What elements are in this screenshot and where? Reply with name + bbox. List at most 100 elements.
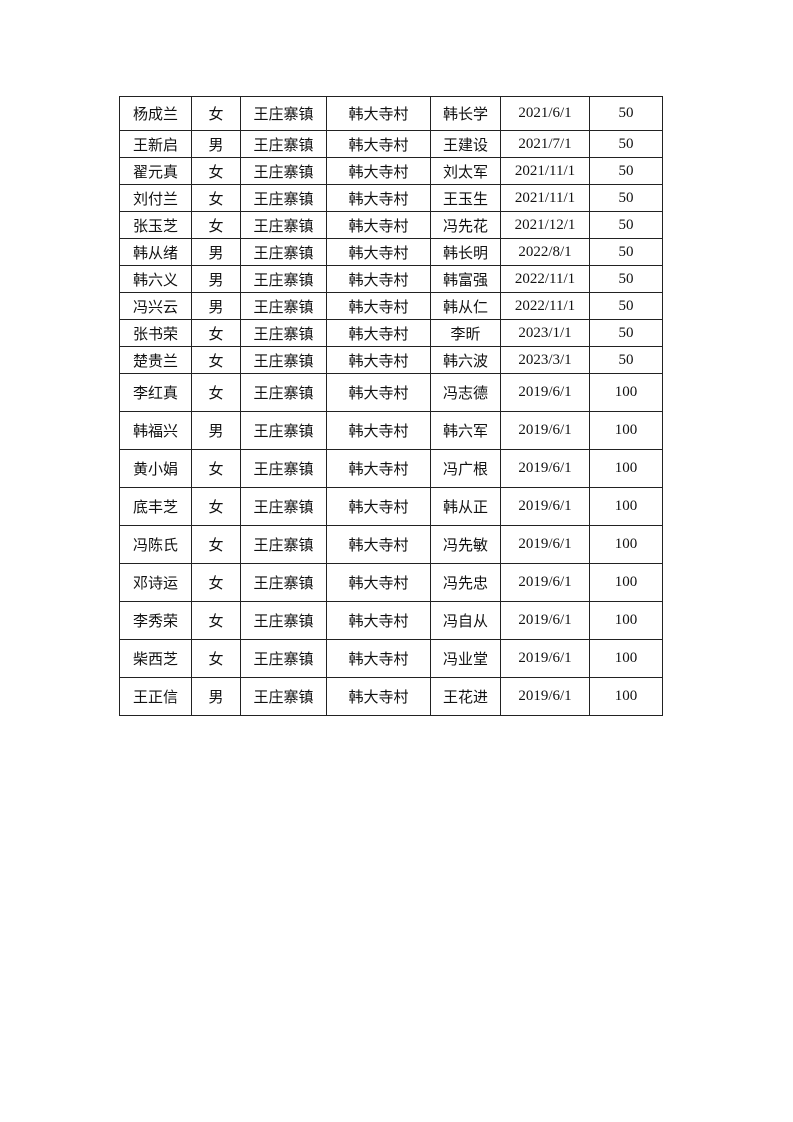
contact-cell: 王玉生: [430, 184, 501, 212]
contact-cell: 韩六波: [430, 346, 501, 374]
name-cell: 王正信: [119, 677, 192, 716]
town-cell: 王庄寨镇: [240, 346, 327, 374]
amount-cell: 100: [589, 563, 663, 602]
date-cell: 2022/8/1: [500, 238, 590, 266]
table-row: 韩福兴男王庄寨镇 韩大寺村 韩六军 2019/6/1 100: [119, 411, 663, 450]
town-cell: 王庄寨镇: [240, 157, 327, 185]
date-cell: 2019/6/1: [500, 639, 590, 678]
table-row: 王新启男王庄寨镇 韩大寺村 王建设 2021/7/1 50: [119, 130, 663, 158]
town-cell: 王庄寨镇: [240, 319, 327, 347]
contact-cell: 冯先花: [430, 211, 501, 239]
gender-cell: 女: [191, 96, 241, 131]
date-cell: 2021/12/1: [500, 211, 590, 239]
town-cell: 王庄寨镇: [240, 563, 327, 602]
date-cell: 2019/6/1: [500, 563, 590, 602]
village-cell: 韩大寺村: [326, 96, 431, 131]
name-cell: 柴西芝: [119, 639, 192, 678]
gender-cell: 女: [191, 639, 241, 678]
town-cell: 王庄寨镇: [240, 677, 327, 716]
amount-cell: 100: [589, 601, 663, 640]
name-cell: 楚贵兰: [119, 346, 192, 374]
name-cell: 杨成兰: [119, 96, 192, 131]
date-cell: 2023/1/1: [500, 319, 590, 347]
date-cell: 2019/6/1: [500, 525, 590, 564]
amount-cell: 50: [589, 157, 663, 185]
village-cell: 韩大寺村: [326, 677, 431, 716]
contact-cell: 韩六军: [430, 411, 501, 450]
date-cell: 2021/11/1: [500, 157, 590, 185]
table-row: 韩从绪男王庄寨镇 韩大寺村 韩长明 2022/8/1 50: [119, 238, 663, 266]
amount-cell: 100: [589, 639, 663, 678]
name-cell: 冯兴云: [119, 292, 192, 320]
gender-cell: 男: [191, 677, 241, 716]
amount-cell: 50: [589, 319, 663, 347]
name-cell: 邓诗运: [119, 563, 192, 602]
table-row: 张玉芝女王庄寨镇 韩大寺村 冯先花 2021/12/1 50: [119, 211, 663, 239]
table-row: 张书荣女王庄寨镇 韩大寺村 李昕 2023/1/1 50: [119, 319, 663, 347]
gender-cell: 女: [191, 373, 241, 412]
name-cell: 韩福兴: [119, 411, 192, 450]
town-cell: 王庄寨镇: [240, 96, 327, 131]
village-cell: 韩大寺村: [326, 449, 431, 488]
name-cell: 韩从绪: [119, 238, 192, 266]
data-table: 杨成兰女王庄寨镇 韩大寺村 韩长学 2021/6/1 50 王新启男王庄寨镇 韩大寺村 王建设…: [119, 96, 663, 716]
town-cell: 王庄寨镇: [240, 487, 327, 526]
table-row: 冯陈氏女王庄寨镇 韩大寺村 冯先敏 2019/6/1 100: [119, 525, 663, 564]
town-cell: 王庄寨镇: [240, 411, 327, 450]
amount-cell: 50: [589, 96, 663, 131]
amount-cell: 100: [589, 677, 663, 716]
table-row: 翟元真女王庄寨镇 韩大寺村 刘太军 2021/11/1 50: [119, 157, 663, 185]
contact-cell: 冯先忠: [430, 563, 501, 602]
amount-cell: 100: [589, 411, 663, 450]
name-cell: 张书荣: [119, 319, 192, 347]
village-cell: 韩大寺村: [326, 265, 431, 293]
village-cell: 韩大寺村: [326, 411, 431, 450]
amount-cell: 100: [589, 373, 663, 412]
town-cell: 王庄寨镇: [240, 292, 327, 320]
gender-cell: 男: [191, 292, 241, 320]
village-cell: 韩大寺村: [326, 157, 431, 185]
date-cell: 2019/6/1: [500, 601, 590, 640]
amount-cell: 50: [589, 184, 663, 212]
village-cell: 韩大寺村: [326, 563, 431, 602]
date-cell: 2019/6/1: [500, 487, 590, 526]
contact-cell: 冯广根: [430, 449, 501, 488]
table-row: 王正信男王庄寨镇 韩大寺村 王花进 2019/6/1 100: [119, 677, 663, 716]
amount-cell: 100: [589, 487, 663, 526]
gender-cell: 女: [191, 346, 241, 374]
village-cell: 韩大寺村: [326, 346, 431, 374]
date-cell: 2023/3/1: [500, 346, 590, 374]
amount-cell: 50: [589, 238, 663, 266]
table-row: 邓诗运女王庄寨镇 韩大寺村 冯先忠 2019/6/1 100: [119, 563, 663, 602]
town-cell: 王庄寨镇: [240, 525, 327, 564]
village-cell: 韩大寺村: [326, 211, 431, 239]
table-row: 刘付兰女王庄寨镇 韩大寺村 王玉生 2021/11/1 50: [119, 184, 663, 212]
town-cell: 王庄寨镇: [240, 639, 327, 678]
gender-cell: 女: [191, 157, 241, 185]
name-cell: 冯陈氏: [119, 525, 192, 564]
gender-cell: 女: [191, 449, 241, 488]
amount-cell: 50: [589, 292, 663, 320]
contact-cell: 冯志德: [430, 373, 501, 412]
gender-cell: 女: [191, 319, 241, 347]
date-cell: 2019/6/1: [500, 373, 590, 412]
gender-cell: 女: [191, 184, 241, 212]
amount-cell: 100: [589, 525, 663, 564]
name-cell: 李红真: [119, 373, 192, 412]
name-cell: 王新启: [119, 130, 192, 158]
table-row: 底丰芝女王庄寨镇 韩大寺村 韩从正 2019/6/1 100: [119, 487, 663, 526]
name-cell: 底丰芝: [119, 487, 192, 526]
contact-cell: 韩从仁: [430, 292, 501, 320]
gender-cell: 男: [191, 265, 241, 293]
village-cell: 韩大寺村: [326, 373, 431, 412]
name-cell: 黄小娟: [119, 449, 192, 488]
table-row: 柴西芝女王庄寨镇 韩大寺村 冯业堂 2019/6/1 100: [119, 639, 663, 678]
contact-cell: 韩从正: [430, 487, 501, 526]
town-cell: 王庄寨镇: [240, 601, 327, 640]
name-cell: 韩六义: [119, 265, 192, 293]
table-row: 杨成兰女王庄寨镇 韩大寺村 韩长学 2021/6/1 50: [119, 96, 663, 131]
table-row: 黄小娟女王庄寨镇 韩大寺村 冯广根 2019/6/1 100: [119, 449, 663, 488]
date-cell: 2021/6/1: [500, 96, 590, 131]
name-cell: 李秀荣: [119, 601, 192, 640]
gender-cell: 女: [191, 601, 241, 640]
